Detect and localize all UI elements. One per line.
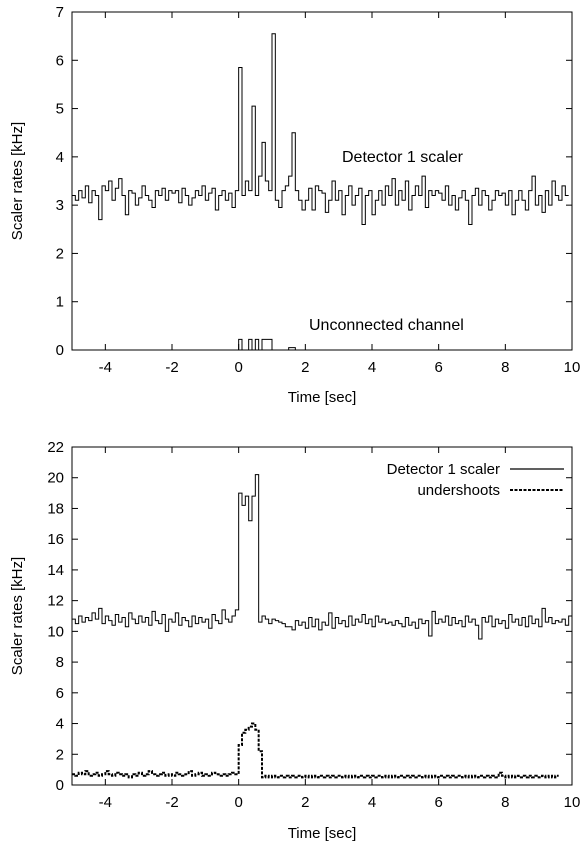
plot-frame-top bbox=[71, 11, 573, 351]
y-tick-label: 1 bbox=[56, 294, 64, 311]
x-tick-label: 6 bbox=[434, 794, 442, 811]
x-tick-label: 2 bbox=[301, 359, 309, 376]
series-line-bottom-2 bbox=[72, 722, 559, 779]
x-tick-label: -4 bbox=[99, 359, 112, 376]
y-tick-label: 12 bbox=[47, 593, 64, 610]
x-axis-label-top: Time [sec] bbox=[288, 389, 357, 406]
legend: Detector 1 scaler undershoots bbox=[387, 461, 564, 499]
x-tick-label: 4 bbox=[368, 359, 376, 376]
y-tick-label: 2 bbox=[56, 746, 64, 763]
y-tick-label: 10 bbox=[47, 623, 64, 640]
x-tick-label: 10 bbox=[564, 359, 581, 376]
x-tick-label: 0 bbox=[234, 794, 242, 811]
y-tick-label: 4 bbox=[56, 716, 64, 733]
x-tick-label: 2 bbox=[301, 794, 309, 811]
y-tick-label: 22 bbox=[47, 439, 64, 456]
y-tick-label: 5 bbox=[56, 101, 64, 118]
annotation-unconnected-channel: Unconnected channel bbox=[309, 317, 464, 334]
y-axis-label-top: Scaler rates [kHz] bbox=[9, 122, 26, 240]
x-tick-label: -4 bbox=[99, 794, 112, 811]
y-tick-label: 6 bbox=[56, 685, 64, 702]
x-tick-label: 8 bbox=[501, 794, 509, 811]
ticks-bottom: -4 -2 0 2 4 6 8 10 0 2 4 6 8 10 12 14 16 18 20 22 bbox=[47, 439, 580, 811]
annotation-detector-1-scaler: Detector 1 scaler bbox=[342, 149, 464, 166]
y-tick-label: 7 bbox=[56, 4, 64, 21]
y-tick-label: 4 bbox=[56, 149, 64, 166]
series-group-top bbox=[72, 33, 572, 351]
series-line-top-1 bbox=[72, 33, 569, 225]
chart-top: -4 -2 0 2 4 6 8 10 0 1 2 3 4 5 6 7 Time [sec] Scaler ra… bbox=[9, 4, 580, 406]
y-tick-label: 14 bbox=[47, 562, 64, 579]
y-tick-label: 20 bbox=[47, 470, 64, 487]
y-tick-label: 6 bbox=[56, 52, 64, 69]
legend-entry-undershoots: undershoots bbox=[417, 482, 500, 499]
x-tick-label: -2 bbox=[165, 359, 178, 376]
y-tick-label: 8 bbox=[56, 654, 64, 671]
x-tick-label: 10 bbox=[564, 794, 581, 811]
y-tick-label: 3 bbox=[56, 197, 64, 214]
y-tick-label: 16 bbox=[47, 531, 64, 548]
x-tick-label: 6 bbox=[434, 359, 442, 376]
legend-entry-detector-1-scaler: Detector 1 scaler bbox=[387, 461, 500, 478]
x-tick-label: 0 bbox=[234, 359, 242, 376]
y-axis-label-bottom: Scaler rates [kHz] bbox=[9, 557, 26, 675]
x-tick-label: 8 bbox=[501, 359, 509, 376]
series-group-bottom bbox=[72, 474, 572, 779]
y-tick-label: 0 bbox=[56, 342, 64, 359]
y-tick-label: 0 bbox=[56, 777, 64, 794]
series-line-top-2 bbox=[72, 338, 572, 351]
series-line-bottom-1 bbox=[72, 474, 572, 640]
x-axis-label-bottom: Time [sec] bbox=[288, 825, 357, 842]
x-tick-label: 4 bbox=[368, 794, 376, 811]
y-tick-label: 2 bbox=[56, 245, 64, 262]
x-tick-label: -2 bbox=[165, 794, 178, 811]
chart-bottom: -4 -2 0 2 4 6 8 10 0 2 4 6 8 10 12 14 16 18 20 22 Time [sec… bbox=[9, 439, 580, 842]
y-tick-label: 18 bbox=[47, 500, 64, 517]
